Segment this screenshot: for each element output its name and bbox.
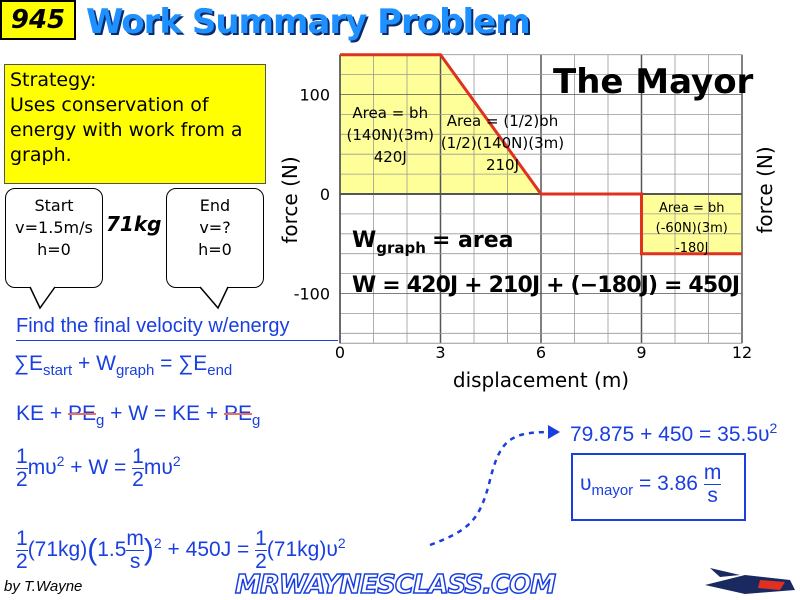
bubble-text: Start: [34, 196, 74, 215]
area-label: 420J: [374, 148, 407, 166]
jet-logo-icon: [705, 568, 795, 594]
end-bubble: End v=? h=0: [166, 188, 264, 288]
answer-box: [571, 453, 746, 521]
equation-numeric: 79.875 + 450 = 35.5υ2: [570, 420, 778, 446]
area-label: Area = bh: [659, 201, 725, 216]
divider: [16, 340, 338, 341]
equation-ke-pe: KE + PEg + W = KE + PEg: [16, 402, 261, 430]
force-line: [340, 53, 742, 256]
area-label: -180J: [675, 241, 708, 256]
x-tick-label: 9: [636, 343, 646, 362]
strategy-line: Uses conservation of: [10, 94, 209, 116]
work-sum-equation: W = 420J + 210J + (−180J) = 450J: [352, 273, 740, 298]
equation-kinetic: 1 2 mυ2 + W = 1 2 mυ2: [16, 445, 181, 491]
strategy-box: Strategy: Uses conservation of energy wi…: [4, 64, 266, 184]
x-tick-label: 6: [536, 343, 546, 362]
equation-energy-conservation: ∑Estart + Wgraph = ∑Eend: [14, 352, 233, 380]
y-axis-label-right: force (N): [753, 146, 777, 233]
bubble-tails: [29, 286, 229, 310]
website-logo: MRWAYNESCLASS.COM: [234, 569, 557, 600]
w-graph-equation: Wgraph = area: [352, 228, 514, 257]
strategy-line: energy with work from a: [10, 119, 243, 141]
strategy-line: Strategy:: [10, 69, 97, 91]
bubble-text: v=?: [199, 218, 231, 237]
author-byline: by T.Wayne: [4, 578, 83, 595]
strategy-line: graph.: [10, 144, 72, 166]
area-label: Area = bh: [352, 104, 428, 122]
dotted-arrow: [429, 430, 551, 547]
character-name: The Mayor: [553, 62, 754, 102]
equation-substituted: 1 2 (71kg)(1.5 m s)2 + 450J = 1 2 (71kg)υ2: [16, 527, 346, 573]
y-axis-label-left: force (N): [278, 156, 302, 243]
y-tick-label: 100: [299, 86, 330, 105]
prompt-text: Find the final velocity w/energy: [16, 315, 290, 337]
mass-label: 71kg: [106, 212, 162, 236]
x-tick-label: 0: [335, 343, 345, 362]
problem-number: 945: [0, 0, 76, 40]
y-tick-label: 0: [320, 185, 330, 204]
area-label: (140N)(3m): [347, 126, 434, 144]
x-axis-label: displacement (m): [453, 368, 629, 392]
area-label: (-60N)(3m): [656, 221, 728, 236]
area-label: 210J: [486, 156, 519, 174]
arrow-head-icon: [548, 425, 560, 439]
bubble-text: End: [199, 196, 231, 215]
x-tick-label: 3: [435, 343, 445, 362]
bubble-text: h=0: [198, 240, 232, 259]
y-tick-label: -100: [294, 285, 330, 304]
start-bubble: Start v=1.5m/s h=0: [5, 188, 103, 288]
page-title: Work Summary Problem: [86, 2, 531, 42]
bubble-text: h=0: [37, 240, 71, 259]
area-fill-negative: [641, 194, 742, 254]
area-label: Area = (1/2)bh: [447, 112, 559, 130]
x-tick-label: 12: [732, 343, 752, 362]
bubble-text: v=1.5m/s: [15, 218, 93, 237]
area-label: (1/2)(140N)(3m): [441, 134, 564, 152]
